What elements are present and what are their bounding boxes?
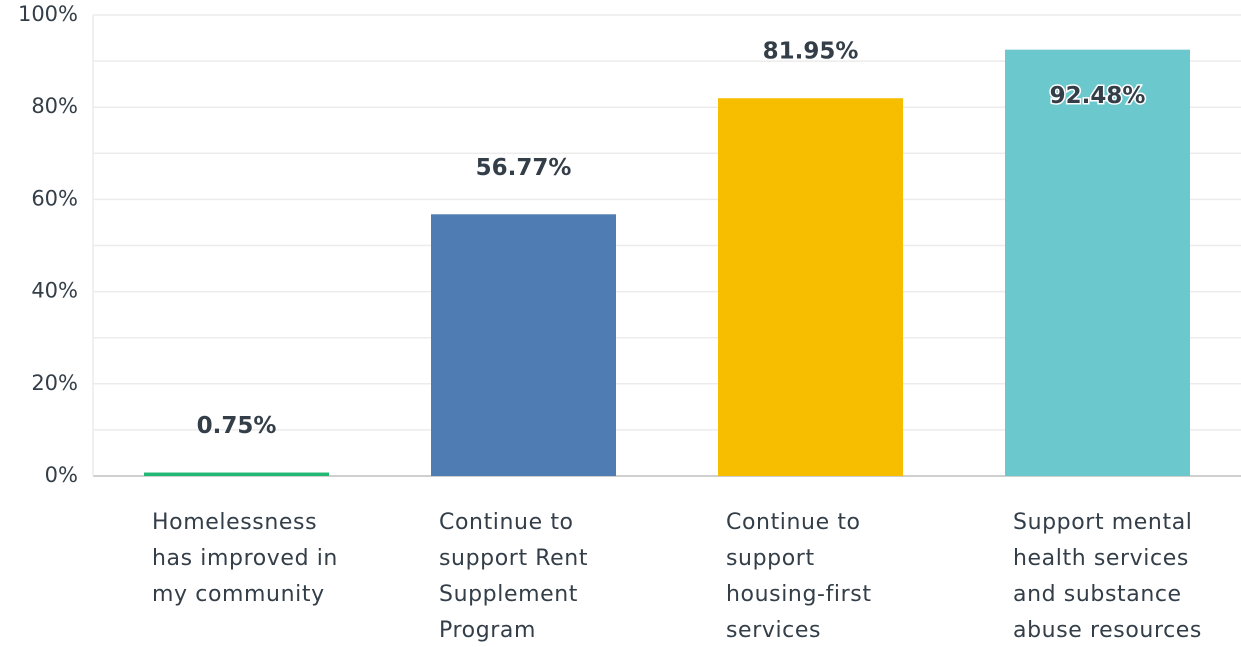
y-tick-label: 20% — [31, 371, 78, 395]
y-tick-label: 40% — [31, 279, 78, 303]
bar — [718, 98, 903, 476]
x-tick-label-line: support Rent — [439, 546, 588, 571]
bar — [431, 214, 616, 477]
bar — [144, 472, 329, 476]
y-tick-label: 100% — [18, 2, 78, 26]
x-tick-label-line: my community — [152, 582, 325, 607]
value-label: 92.48% — [1050, 83, 1146, 109]
value-label: 81.95% — [763, 39, 859, 65]
y-tick-label: 80% — [31, 94, 78, 118]
x-tick-label-line: health services — [1013, 546, 1189, 571]
value-label: 0.75% — [197, 413, 277, 439]
x-tick-label-line: Continue to — [439, 510, 574, 535]
y-tick-label: 0% — [45, 463, 78, 487]
x-tick-label-line: and substance — [1013, 582, 1182, 607]
x-tick-label-line: has improved in — [152, 546, 338, 571]
x-tick-label: Continue to support housing-first services — [726, 510, 872, 643]
x-tick-label-line: housing-first — [726, 582, 872, 607]
x-tick-label-line: Support mental — [1013, 510, 1193, 535]
y-tick-label: 60% — [31, 186, 78, 210]
x-tick-label-line: Supplement — [439, 582, 578, 607]
x-tick-label-line: Homelessness — [152, 510, 317, 535]
x-tick-label: Continue to support Rent Supplement Program — [439, 510, 588, 643]
x-tick-label: Support mental health services and substan… — [1013, 510, 1202, 643]
x-tick-label-line: services — [726, 618, 821, 643]
value-label: 56.77% — [476, 155, 572, 181]
x-tick-label-line: support — [726, 546, 815, 571]
x-tick-label-line: Continue to — [726, 510, 861, 535]
x-tick-label-line: Program — [439, 618, 536, 643]
x-tick-label: Homelessness has improved in my community — [152, 510, 338, 607]
bar — [1005, 49, 1190, 476]
x-tick-label-line: abuse resources — [1013, 618, 1202, 643]
